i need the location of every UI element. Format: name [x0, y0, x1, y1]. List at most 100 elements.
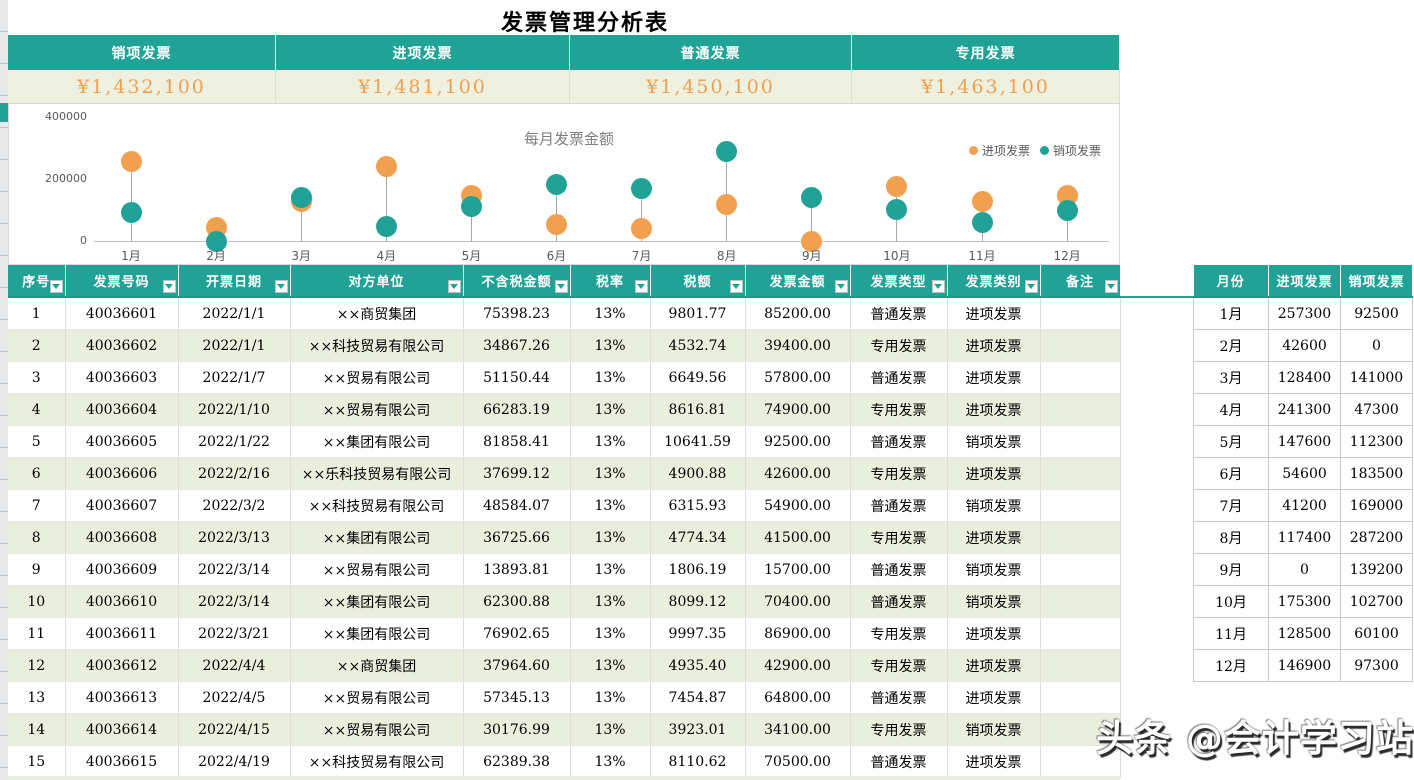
cell[interactable]: 进项发票	[947, 393, 1041, 426]
cell[interactable]: 进项发票	[947, 521, 1041, 554]
cell[interactable]: 147600	[1268, 425, 1341, 458]
cell[interactable]: 3	[8, 361, 66, 394]
column-header[interactable]: 备注	[1040, 265, 1121, 298]
cell[interactable]: 81858.41	[463, 425, 571, 458]
cell[interactable]: 128400	[1268, 361, 1341, 394]
filter-button[interactable]	[1024, 280, 1038, 293]
cell[interactable]: 41500.00	[745, 521, 851, 554]
cell[interactable]: 9月	[1193, 553, 1269, 586]
column-header[interactable]: 税额	[650, 265, 746, 298]
cell[interactable]	[1040, 457, 1121, 490]
cell[interactable]: 普通发票	[850, 553, 948, 586]
cell[interactable]: 普通发票	[850, 361, 948, 394]
cell[interactable]: 40036610	[65, 585, 179, 618]
filter-button[interactable]	[49, 280, 63, 293]
cell[interactable]: 30176.99	[463, 713, 571, 746]
cell[interactable]: 专用发票	[850, 521, 948, 554]
data-point-jinxiang[interactable]	[375, 155, 397, 177]
cell[interactable]: 36725.66	[463, 521, 571, 554]
filter-button[interactable]	[162, 280, 176, 293]
cell[interactable]: 2022/3/2	[178, 489, 291, 522]
column-header[interactable]: 发票类型	[850, 265, 948, 298]
cell[interactable]: 2022/3/13	[178, 521, 291, 554]
cell[interactable]: 专用发票	[850, 393, 948, 426]
cell[interactable]: 141000	[1340, 361, 1413, 394]
card-label-zhuanyong[interactable]: 专用发票	[852, 35, 1120, 70]
data-point-jinxiang[interactable]	[120, 150, 142, 172]
filter-button[interactable]	[729, 280, 743, 293]
cell[interactable]: 48584.07	[463, 489, 571, 522]
cell[interactable]: 92500.00	[745, 425, 851, 458]
cell[interactable]: 6315.93	[650, 489, 746, 522]
cell[interactable]: 4	[8, 393, 66, 426]
cell[interactable]: 13%	[570, 553, 651, 586]
cell[interactable]: 2022/3/14	[178, 553, 291, 586]
filter-button[interactable]	[1104, 280, 1118, 293]
cell[interactable]: 74900.00	[745, 393, 851, 426]
cell[interactable]: 54600	[1268, 457, 1341, 490]
filter-button[interactable]	[931, 280, 945, 293]
cell[interactable]: ××科技贸易有限公司	[290, 329, 464, 362]
cell[interactable]: 普通发票	[850, 297, 948, 330]
cell[interactable]: 13%	[570, 713, 651, 746]
cell[interactable]: 39400.00	[745, 329, 851, 362]
cell[interactable]: 3923.01	[650, 713, 746, 746]
filter-button[interactable]	[634, 280, 648, 293]
cell[interactable]: 1	[8, 297, 66, 330]
cell[interactable]: 进项发票	[947, 617, 1041, 650]
cell[interactable]: 专用发票	[850, 713, 948, 746]
cell[interactable]: 62300.88	[463, 585, 571, 618]
cell[interactable]: ××集团有限公司	[290, 585, 464, 618]
cell[interactable]: 普通发票	[850, 745, 948, 778]
cell[interactable]: ××科技贸易有限公司	[290, 489, 464, 522]
cell[interactable]: 40036607	[65, 489, 179, 522]
cell[interactable]: 12	[8, 649, 66, 682]
cell[interactable]: 70500.00	[745, 745, 851, 778]
cell[interactable]: 40036608	[65, 521, 179, 554]
cell[interactable]: 40036614	[65, 713, 179, 746]
data-point-jinxiang[interactable]	[801, 230, 823, 252]
cell[interactable]: 40036609	[65, 553, 179, 586]
cell[interactable]: 2022/1/1	[178, 329, 291, 362]
card-label-jinxiang[interactable]: 进项发票	[276, 35, 570, 70]
cell[interactable]: 70400.00	[745, 585, 851, 618]
cell[interactable]	[1040, 713, 1121, 746]
month-column-header[interactable]: 月份	[1193, 265, 1269, 298]
column-header[interactable]: 发票金额	[745, 265, 851, 298]
cell[interactable]: 普通发票	[850, 425, 948, 458]
cell[interactable]: 销项发票	[947, 425, 1041, 458]
cell[interactable]: 37699.12	[463, 457, 571, 490]
cell[interactable]	[1040, 489, 1121, 522]
cell[interactable]: 2022/1/22	[178, 425, 291, 458]
cell[interactable]: 11月	[1193, 617, 1269, 650]
column-header[interactable]: 不含税金额	[463, 265, 571, 298]
cell[interactable]: 14	[8, 713, 66, 746]
cell[interactable]: 4532.74	[650, 329, 746, 362]
cell[interactable]: 7454.87	[650, 681, 746, 714]
column-header[interactable]: 发票类别	[947, 265, 1041, 298]
cell[interactable]: 40036611	[65, 617, 179, 650]
cell[interactable]: 4900.88	[650, 457, 746, 490]
column-header[interactable]: 税率	[570, 265, 651, 298]
cell[interactable]	[1040, 553, 1121, 586]
cell[interactable]: 7	[8, 489, 66, 522]
column-header[interactable]: 对方单位	[290, 265, 464, 298]
cell[interactable]: 47300	[1340, 393, 1413, 426]
cell[interactable]: 5	[8, 425, 66, 458]
cell[interactable]: 进项发票	[947, 361, 1041, 394]
cell[interactable]: 40036606	[65, 457, 179, 490]
data-point-xiaoxiang[interactable]	[716, 141, 738, 163]
cell[interactable]: 13	[8, 681, 66, 714]
cell[interactable]	[1040, 585, 1121, 618]
cell[interactable]: 10641.59	[650, 425, 746, 458]
cell[interactable]: 普通发票	[850, 489, 948, 522]
cell[interactable]: 117400	[1268, 521, 1341, 554]
cell[interactable]: 专用发票	[850, 617, 948, 650]
cell[interactable]: 2022/3/21	[178, 617, 291, 650]
cell[interactable]: 2022/3/14	[178, 585, 291, 618]
cell[interactable]: ××贸易有限公司	[290, 393, 464, 426]
cell[interactable]: 40036605	[65, 425, 179, 458]
cell[interactable]: 37964.60	[463, 649, 571, 682]
data-point-xiaoxiang[interactable]	[375, 215, 397, 237]
cell[interactable]: 6	[8, 457, 66, 490]
